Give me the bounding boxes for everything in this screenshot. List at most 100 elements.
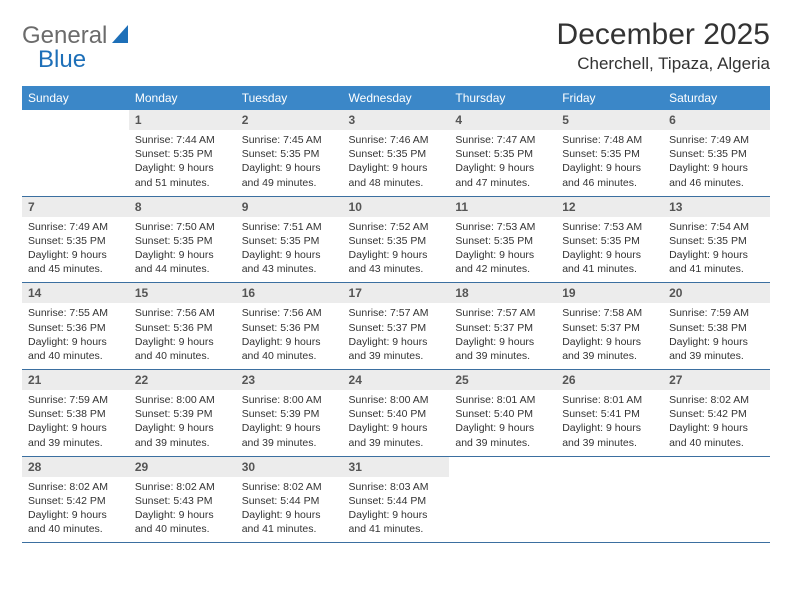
calendar-cell: 15Sunrise: 7:56 AMSunset: 5:36 PMDayligh… (129, 283, 236, 370)
calendar-row: 14Sunrise: 7:55 AMSunset: 5:36 PMDayligh… (22, 283, 770, 370)
day-info: Sunrise: 7:49 AMSunset: 5:35 PMDaylight:… (663, 130, 770, 196)
calendar-cell: 20Sunrise: 7:59 AMSunset: 5:38 PMDayligh… (663, 283, 770, 370)
day-number: 18 (449, 283, 556, 303)
logo-sail-icon (110, 23, 130, 50)
calendar-cell (663, 456, 770, 543)
weekday-header: Friday (556, 86, 663, 110)
day-number: 24 (343, 370, 450, 390)
day-number-empty (556, 457, 663, 477)
day-info: Sunrise: 7:54 AMSunset: 5:35 PMDaylight:… (663, 217, 770, 283)
weekday-header: Wednesday (343, 86, 450, 110)
day-number: 4 (449, 110, 556, 130)
day-number: 10 (343, 197, 450, 217)
day-info: Sunrise: 8:00 AMSunset: 5:39 PMDaylight:… (129, 390, 236, 456)
day-info: Sunrise: 7:50 AMSunset: 5:35 PMDaylight:… (129, 217, 236, 283)
day-number: 20 (663, 283, 770, 303)
calendar-cell: 21Sunrise: 7:59 AMSunset: 5:38 PMDayligh… (22, 370, 129, 457)
day-info: Sunrise: 8:01 AMSunset: 5:40 PMDaylight:… (449, 390, 556, 456)
calendar-cell: 24Sunrise: 8:00 AMSunset: 5:40 PMDayligh… (343, 370, 450, 457)
calendar-cell: 5Sunrise: 7:48 AMSunset: 5:35 PMDaylight… (556, 110, 663, 196)
calendar-head: SundayMondayTuesdayWednesdayThursdayFrid… (22, 86, 770, 110)
day-info: Sunrise: 7:45 AMSunset: 5:35 PMDaylight:… (236, 130, 343, 196)
day-info: Sunrise: 7:52 AMSunset: 5:35 PMDaylight:… (343, 217, 450, 283)
calendar-cell (22, 110, 129, 196)
calendar-row: 1Sunrise: 7:44 AMSunset: 5:35 PMDaylight… (22, 110, 770, 196)
calendar-row: 28Sunrise: 8:02 AMSunset: 5:42 PMDayligh… (22, 456, 770, 543)
location: Cherchell, Tipaza, Algeria (557, 54, 770, 74)
day-number: 6 (663, 110, 770, 130)
calendar-cell: 30Sunrise: 8:02 AMSunset: 5:44 PMDayligh… (236, 456, 343, 543)
calendar-cell: 26Sunrise: 8:01 AMSunset: 5:41 PMDayligh… (556, 370, 663, 457)
logo-text-blue: Blue (38, 46, 86, 74)
day-number: 22 (129, 370, 236, 390)
calendar-cell (449, 456, 556, 543)
day-number: 19 (556, 283, 663, 303)
calendar-cell: 14Sunrise: 7:55 AMSunset: 5:36 PMDayligh… (22, 283, 129, 370)
weekday-header: Monday (129, 86, 236, 110)
calendar-cell: 7Sunrise: 7:49 AMSunset: 5:35 PMDaylight… (22, 196, 129, 283)
day-info: Sunrise: 7:58 AMSunset: 5:37 PMDaylight:… (556, 303, 663, 369)
calendar-cell (556, 456, 663, 543)
day-number: 25 (449, 370, 556, 390)
calendar-cell: 29Sunrise: 8:02 AMSunset: 5:43 PMDayligh… (129, 456, 236, 543)
day-info: Sunrise: 7:57 AMSunset: 5:37 PMDaylight:… (343, 303, 450, 369)
day-number-empty (22, 110, 129, 130)
day-info: Sunrise: 8:00 AMSunset: 5:40 PMDaylight:… (343, 390, 450, 456)
day-number: 7 (22, 197, 129, 217)
day-number: 2 (236, 110, 343, 130)
day-number: 11 (449, 197, 556, 217)
day-number: 30 (236, 457, 343, 477)
calendar-body: 1Sunrise: 7:44 AMSunset: 5:35 PMDaylight… (22, 110, 770, 543)
day-number: 26 (556, 370, 663, 390)
day-info: Sunrise: 7:44 AMSunset: 5:35 PMDaylight:… (129, 130, 236, 196)
day-number: 28 (22, 457, 129, 477)
calendar-cell: 16Sunrise: 7:56 AMSunset: 5:36 PMDayligh… (236, 283, 343, 370)
day-info: Sunrise: 7:56 AMSunset: 5:36 PMDaylight:… (236, 303, 343, 369)
day-number: 1 (129, 110, 236, 130)
calendar-cell: 18Sunrise: 7:57 AMSunset: 5:37 PMDayligh… (449, 283, 556, 370)
calendar-cell: 19Sunrise: 7:58 AMSunset: 5:37 PMDayligh… (556, 283, 663, 370)
day-number: 15 (129, 283, 236, 303)
day-number: 9 (236, 197, 343, 217)
calendar-cell: 12Sunrise: 7:53 AMSunset: 5:35 PMDayligh… (556, 196, 663, 283)
day-number-empty (663, 457, 770, 477)
weekday-header: Thursday (449, 86, 556, 110)
day-info: Sunrise: 8:02 AMSunset: 5:44 PMDaylight:… (236, 477, 343, 543)
day-info: Sunrise: 7:59 AMSunset: 5:38 PMDaylight:… (22, 390, 129, 456)
calendar-cell: 9Sunrise: 7:51 AMSunset: 5:35 PMDaylight… (236, 196, 343, 283)
calendar-cell: 11Sunrise: 7:53 AMSunset: 5:35 PMDayligh… (449, 196, 556, 283)
day-number: 16 (236, 283, 343, 303)
day-number: 17 (343, 283, 450, 303)
day-info: Sunrise: 7:53 AMSunset: 5:35 PMDaylight:… (449, 217, 556, 283)
calendar-row: 21Sunrise: 7:59 AMSunset: 5:38 PMDayligh… (22, 370, 770, 457)
calendar-cell: 23Sunrise: 8:00 AMSunset: 5:39 PMDayligh… (236, 370, 343, 457)
day-info: Sunrise: 7:59 AMSunset: 5:38 PMDaylight:… (663, 303, 770, 369)
calendar-cell: 13Sunrise: 7:54 AMSunset: 5:35 PMDayligh… (663, 196, 770, 283)
weekday-header: Sunday (22, 86, 129, 110)
calendar-table: SundayMondayTuesdayWednesdayThursdayFrid… (22, 86, 770, 543)
day-info: Sunrise: 8:03 AMSunset: 5:44 PMDaylight:… (343, 477, 450, 543)
day-info: Sunrise: 7:57 AMSunset: 5:37 PMDaylight:… (449, 303, 556, 369)
weekday-header: Tuesday (236, 86, 343, 110)
day-info: Sunrise: 7:49 AMSunset: 5:35 PMDaylight:… (22, 217, 129, 283)
day-number: 27 (663, 370, 770, 390)
weekday-header: Saturday (663, 86, 770, 110)
day-info: Sunrise: 7:56 AMSunset: 5:36 PMDaylight:… (129, 303, 236, 369)
calendar-cell: 10Sunrise: 7:52 AMSunset: 5:35 PMDayligh… (343, 196, 450, 283)
day-info: Sunrise: 7:53 AMSunset: 5:35 PMDaylight:… (556, 217, 663, 283)
header: General December 2025 Cherchell, Tipaza,… (22, 18, 770, 74)
day-number: 23 (236, 370, 343, 390)
calendar-row: 7Sunrise: 7:49 AMSunset: 5:35 PMDaylight… (22, 196, 770, 283)
day-number: 13 (663, 197, 770, 217)
day-info: Sunrise: 8:02 AMSunset: 5:43 PMDaylight:… (129, 477, 236, 543)
month-title: December 2025 (557, 18, 770, 52)
day-number: 29 (129, 457, 236, 477)
day-number: 8 (129, 197, 236, 217)
calendar-cell: 4Sunrise: 7:47 AMSunset: 5:35 PMDaylight… (449, 110, 556, 196)
calendar-cell: 2Sunrise: 7:45 AMSunset: 5:35 PMDaylight… (236, 110, 343, 196)
day-number: 14 (22, 283, 129, 303)
calendar-cell: 25Sunrise: 8:01 AMSunset: 5:40 PMDayligh… (449, 370, 556, 457)
day-info: Sunrise: 7:47 AMSunset: 5:35 PMDaylight:… (449, 130, 556, 196)
calendar-cell: 28Sunrise: 8:02 AMSunset: 5:42 PMDayligh… (22, 456, 129, 543)
day-info: Sunrise: 8:02 AMSunset: 5:42 PMDaylight:… (22, 477, 129, 543)
